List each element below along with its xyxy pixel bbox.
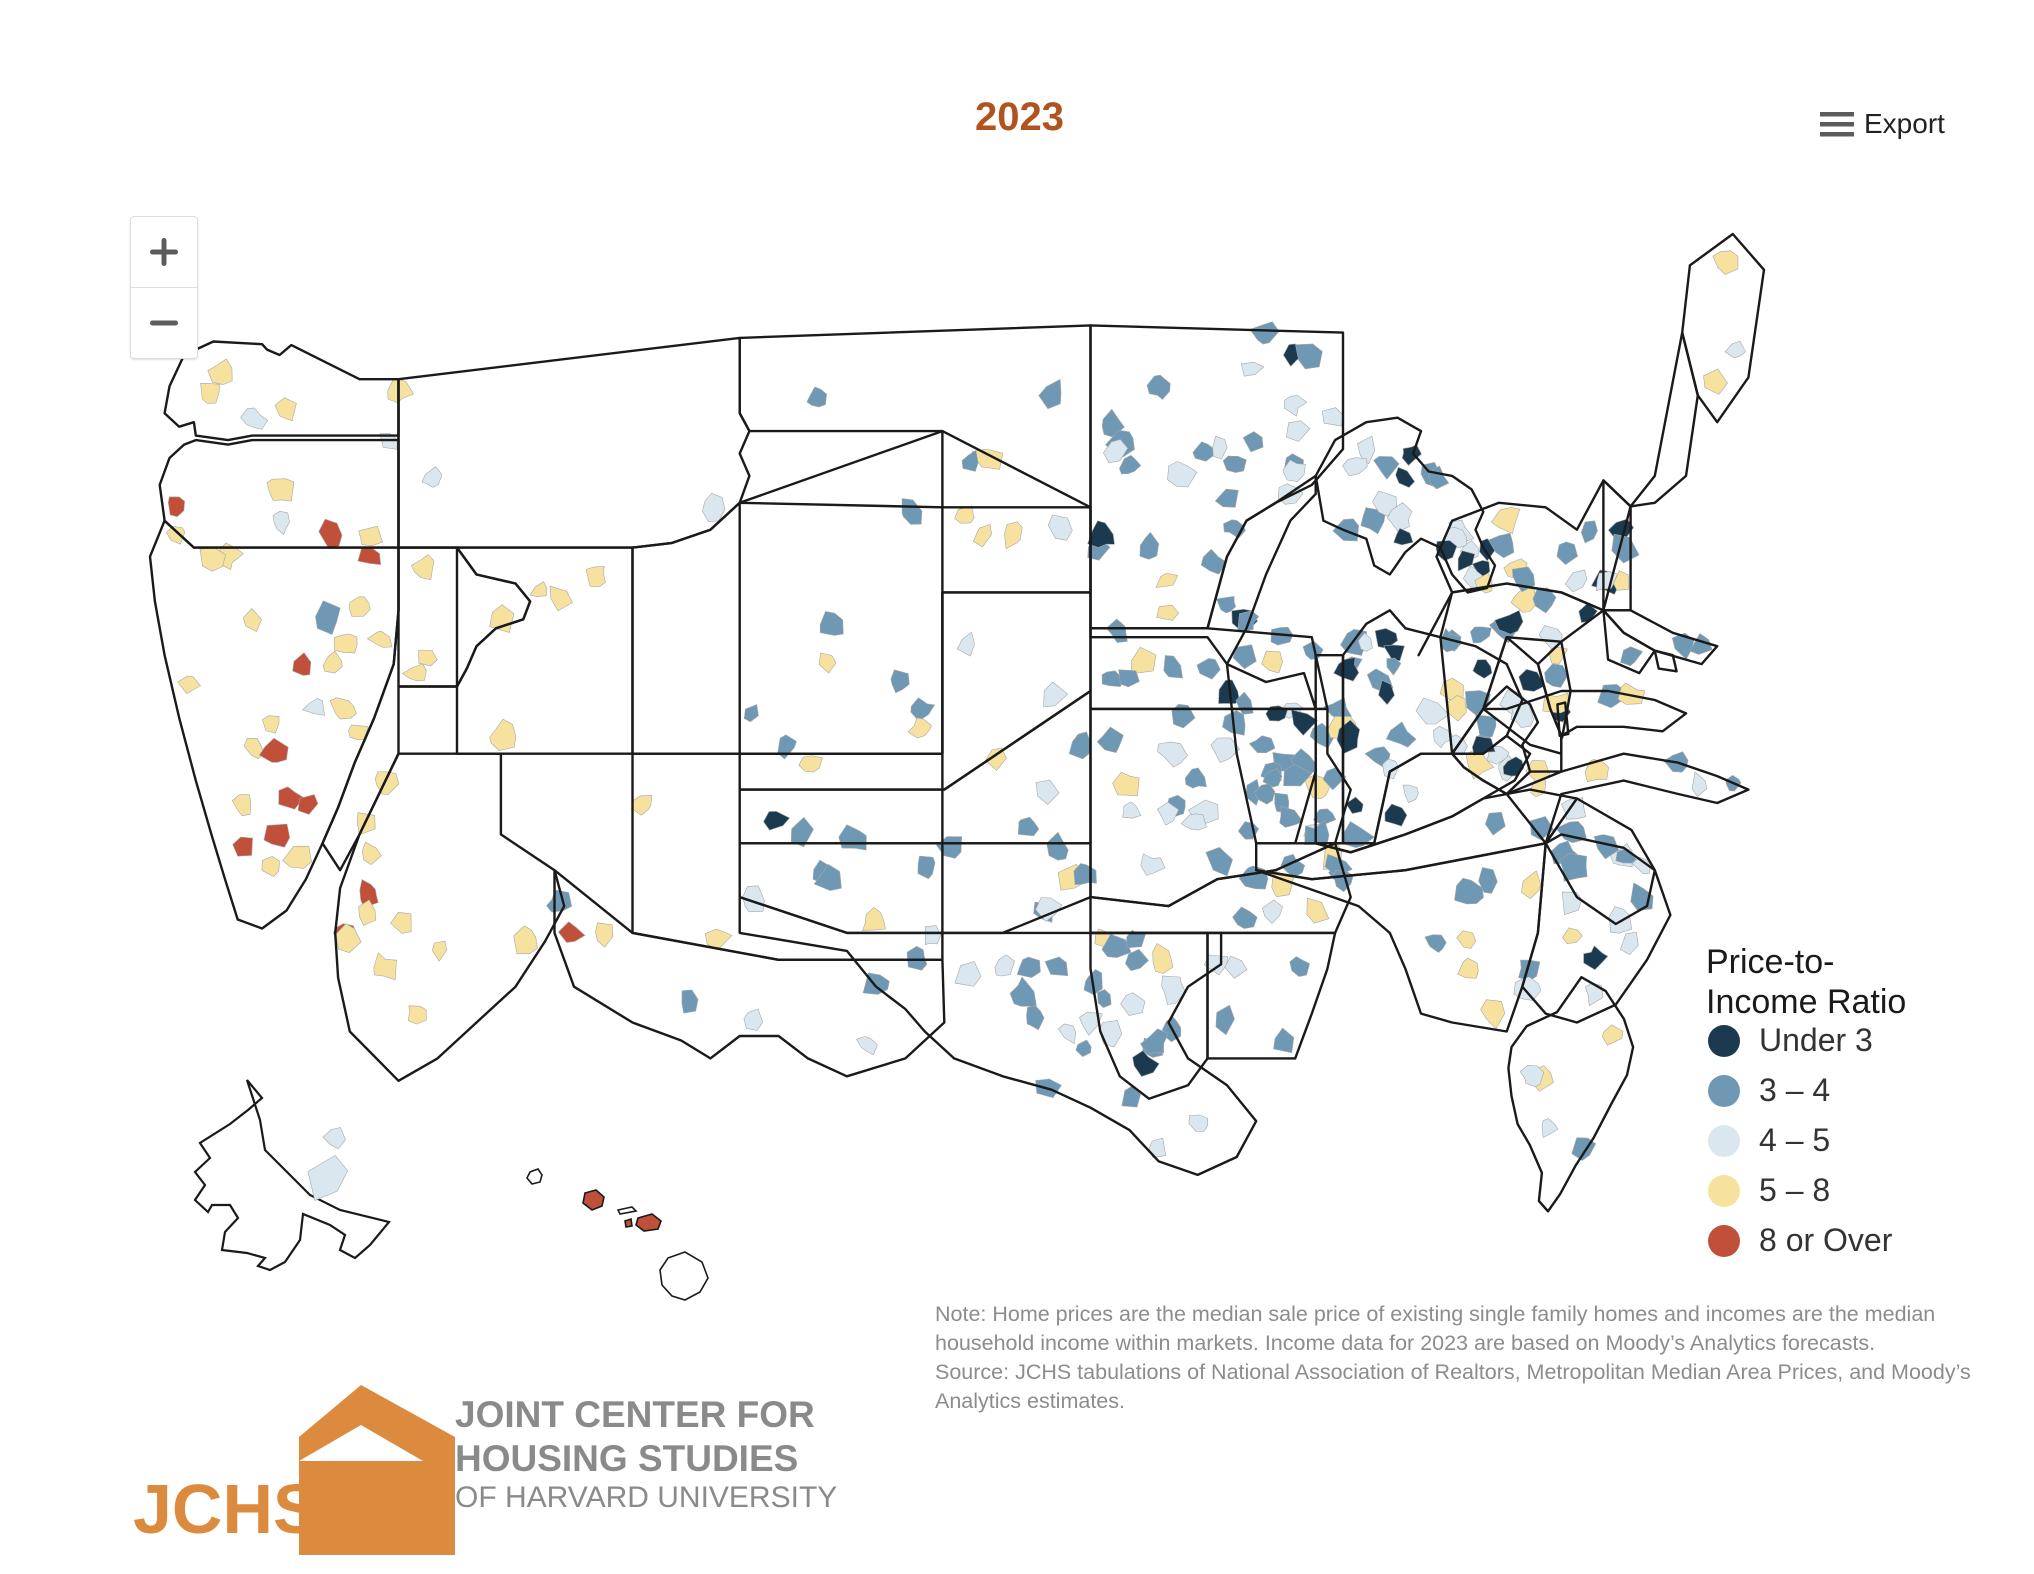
svg-text:OF HARVARD UNIVERSITY: OF HARVARD UNIVERSITY bbox=[455, 1481, 837, 1514]
svg-text:JCHS: JCHS bbox=[133, 1470, 320, 1548]
svg-text:HOUSING STUDIES: HOUSING STUDIES bbox=[455, 1438, 798, 1479]
svg-text:JOINT CENTER FOR: JOINT CENTER FOR bbox=[455, 1394, 815, 1435]
